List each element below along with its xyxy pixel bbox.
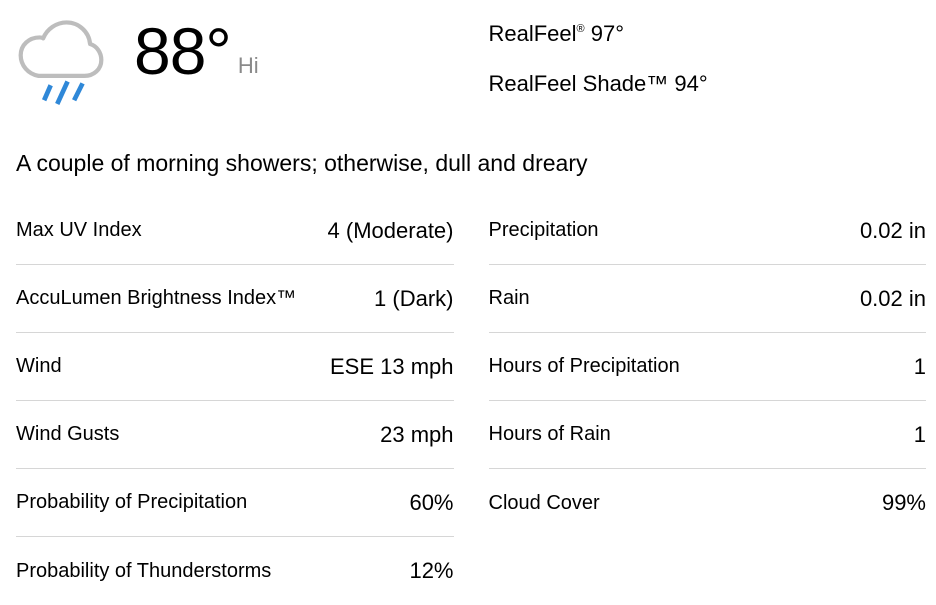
forecast-summary: A couple of morning showers; otherwise, … xyxy=(16,150,588,176)
details-left-column: Max UV Index 4 (Moderate) AccuLumen Brig… xyxy=(16,197,454,605)
detail-value: 0.02 in xyxy=(859,285,926,311)
detail-row-max-uv-index: Max UV Index 4 (Moderate) xyxy=(16,197,454,265)
detail-row-precipitation: Precipitation 0.02 in xyxy=(488,197,926,265)
detail-label: Wind xyxy=(16,355,62,377)
detail-row-hours-precipitation: Hours of Precipitation 1 xyxy=(488,333,926,401)
temperature-hi-label: Hi xyxy=(237,53,259,78)
realfeel-shade-label: RealFeel Shade xyxy=(488,71,647,96)
detail-row-wind-gusts: Wind Gusts 23 mph xyxy=(16,401,454,469)
detail-label: Wind Gusts xyxy=(16,423,120,445)
detail-label: Cloud Cover xyxy=(488,491,600,514)
temperature-value: 88° xyxy=(134,14,232,88)
detail-value: ESE 13 mph xyxy=(329,353,454,379)
detail-row-wind: Wind ESE 13 mph xyxy=(16,333,454,401)
detail-row-cloud-cover: Cloud Cover 99% xyxy=(489,469,927,537)
realfeel-value: 97° xyxy=(590,21,625,46)
details-table: Max UV Index 4 (Moderate) AccuLumen Brig… xyxy=(16,197,926,605)
detail-label: Hours of Precipitation xyxy=(488,355,680,377)
detail-row-acculumen: AccuLumen Brightness Index™ 1 (Dark) xyxy=(16,265,454,333)
detail-label: Precipitation xyxy=(488,219,599,241)
detail-value: 1 xyxy=(913,421,926,447)
detail-row-probability-precipitation: Probability of Precipitation 60% xyxy=(16,469,454,537)
high-temperature: 88° Hi xyxy=(134,14,259,88)
detail-value: 1 (Dark) xyxy=(374,285,454,311)
detail-row-probability-thunderstorms: Probability of Thunderstorms 12% xyxy=(16,537,454,605)
detail-row-rain: Rain 0.02 in xyxy=(488,265,926,333)
realfeel-block: RealFeel® 97° RealFeel Shade™ 94° xyxy=(489,16,927,106)
detail-row-hours-rain: Hours of Rain 1 xyxy=(488,401,926,469)
temperature-block: 88° Hi xyxy=(16,10,454,106)
realfeel-label: RealFeel xyxy=(488,21,577,46)
detail-value: 4 (Moderate) xyxy=(327,217,454,243)
detail-label: Hours of Rain xyxy=(488,423,611,445)
header: 88° Hi RealFeel® 97° RealFeel Shade™ 94° xyxy=(16,10,926,106)
detail-label: Max UV Index xyxy=(16,219,142,241)
detail-label: Probability of Precipitation xyxy=(16,491,248,513)
detail-value: 0.02 in xyxy=(859,217,926,243)
realfeel-row: RealFeel® 97° xyxy=(489,16,927,47)
detail-value: 99% xyxy=(881,490,926,515)
realfeel-shade-row: RealFeel Shade™ 94° xyxy=(489,71,927,97)
rain-cloud-icon xyxy=(18,20,104,105)
detail-value: 12% xyxy=(409,558,454,583)
detail-label: Rain xyxy=(488,287,530,309)
detail-value: 60% xyxy=(409,489,454,515)
realfeel-shade-value: 94° xyxy=(674,71,708,96)
details-right-column: Precipitation 0.02 in Rain 0.02 in Hours… xyxy=(488,197,927,605)
trademark-mark: ™ xyxy=(646,71,669,96)
detail-label: AccuLumen Brightness Index™ xyxy=(16,287,297,309)
detail-value: 23 mph xyxy=(380,421,454,447)
detail-value: 1 xyxy=(913,353,926,379)
registered-mark: ® xyxy=(576,23,585,35)
detail-label: Probability of Thunderstorms xyxy=(16,559,272,582)
